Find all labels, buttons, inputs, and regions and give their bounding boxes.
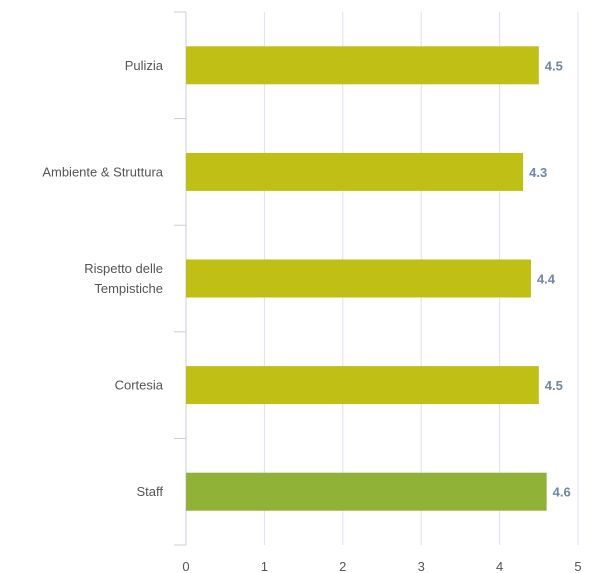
bar	[186, 152, 524, 191]
data-label: 4.3	[529, 165, 547, 180]
bar	[186, 259, 531, 298]
x-tick-label: 3	[418, 559, 425, 573]
bar	[186, 366, 539, 405]
x-tick-label: 2	[339, 559, 346, 573]
x-tick-label: 4	[496, 559, 503, 573]
category-label: Ambiente & Struttura	[42, 164, 163, 179]
data-label: 4.6	[553, 485, 571, 500]
x-tick-label: 1	[261, 559, 268, 573]
x-tick-label: 5	[574, 559, 581, 573]
category-label: Rispetto delle Tempistiche	[84, 261, 163, 296]
category-label: Staff	[136, 484, 163, 499]
category-label: Pulizia	[125, 58, 164, 73]
data-label: 4.5	[545, 378, 563, 393]
bar	[186, 472, 547, 511]
category-label: Cortesia	[115, 378, 164, 393]
bar	[186, 46, 539, 85]
data-label: 4.4	[537, 272, 556, 287]
x-tick-label: 0	[182, 559, 189, 573]
data-label: 4.5	[545, 58, 563, 73]
